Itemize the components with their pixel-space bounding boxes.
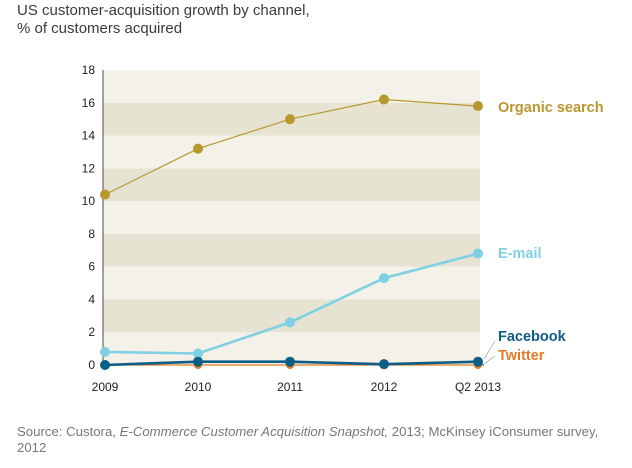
y-tick-label-2: 2 (88, 325, 95, 339)
point-facebook-q2-2013 (473, 356, 483, 367)
source-note: Source: Custora, E-Commerce Customer Acq… (17, 424, 617, 456)
band-8-10 (103, 201, 480, 234)
series-points (100, 94, 483, 370)
point-facebook-2010 (193, 356, 203, 367)
leader-line-facebook (483, 340, 496, 360)
source-title: E-Commerce Customer Acquisition Snapshot… (119, 424, 389, 439)
point-facebook-2009 (100, 360, 110, 370)
leader-line-twitter (483, 355, 496, 365)
y-axis-tick-labels: 0 2 4 6 8 10 12 14 16 18 (82, 63, 96, 372)
x-tick-label-q2-2013: Q2 2013 (455, 380, 501, 394)
point-organic-search-q2-2013 (473, 101, 483, 112)
source-suffix: 2013; McKinsey iConsumer survey, 2012 (17, 424, 599, 455)
point-organic-search-2009 (100, 189, 110, 200)
x-tick-label-2011: 2011 (277, 380, 303, 394)
source-prefix: Source: Custora, (17, 424, 120, 439)
y-tick-label-8: 8 (88, 227, 95, 241)
band-12-14 (103, 135, 480, 169)
point-organic-search-2012 (379, 94, 389, 105)
x-tick-label-2009: 2009 (92, 380, 119, 394)
band-10-12 (103, 168, 480, 202)
point-e-mail-2011 (285, 317, 295, 328)
band-4-6 (103, 266, 480, 300)
point-e-mail-q2-2013 (473, 248, 483, 259)
chart-title-line-1: US customer-acquisition growth by channe… (17, 2, 310, 19)
series-label-organic-search: Organic search (498, 100, 604, 116)
y-tick-label-16: 16 (82, 96, 96, 110)
y-tick-label-4: 4 (88, 292, 95, 306)
x-tick-label-2010: 2010 (185, 380, 212, 394)
y-tick-label-6: 6 (88, 260, 95, 274)
band-6-8 (103, 233, 480, 267)
point-e-mail-2012 (379, 273, 389, 284)
y-tick-label-10: 10 (82, 194, 96, 208)
point-e-mail-2010 (193, 348, 203, 359)
y-tick-label-12: 12 (82, 161, 96, 175)
point-facebook-2012 (379, 359, 389, 370)
point-facebook-2011 (285, 356, 295, 367)
x-axis-tick-labels: 2009 2010 2011 2012 Q2 2013 (92, 380, 502, 394)
series-label-e-mail: E-mail (498, 246, 542, 262)
point-e-mail-2009 (100, 346, 110, 357)
y-tick-label-14: 14 (82, 129, 96, 143)
x-tick-label-2012: 2012 (371, 380, 398, 394)
series-label-twitter: Twitter (498, 348, 545, 364)
y-tick-label-0: 0 (88, 358, 95, 372)
series-label-facebook: Facebook (498, 329, 567, 345)
chart-title: US customer-acquisition growth by channe… (17, 2, 437, 38)
series-labels: Organic search E-mail Facebook Twitter (483, 100, 604, 365)
chart-title-line-2: % of customers acquired (17, 20, 183, 37)
point-organic-search-2011 (285, 114, 295, 125)
band-2-4 (103, 299, 480, 333)
band-16-18 (103, 70, 480, 103)
y-tick-label-18: 18 (82, 63, 96, 77)
point-organic-search-2010 (193, 143, 203, 154)
